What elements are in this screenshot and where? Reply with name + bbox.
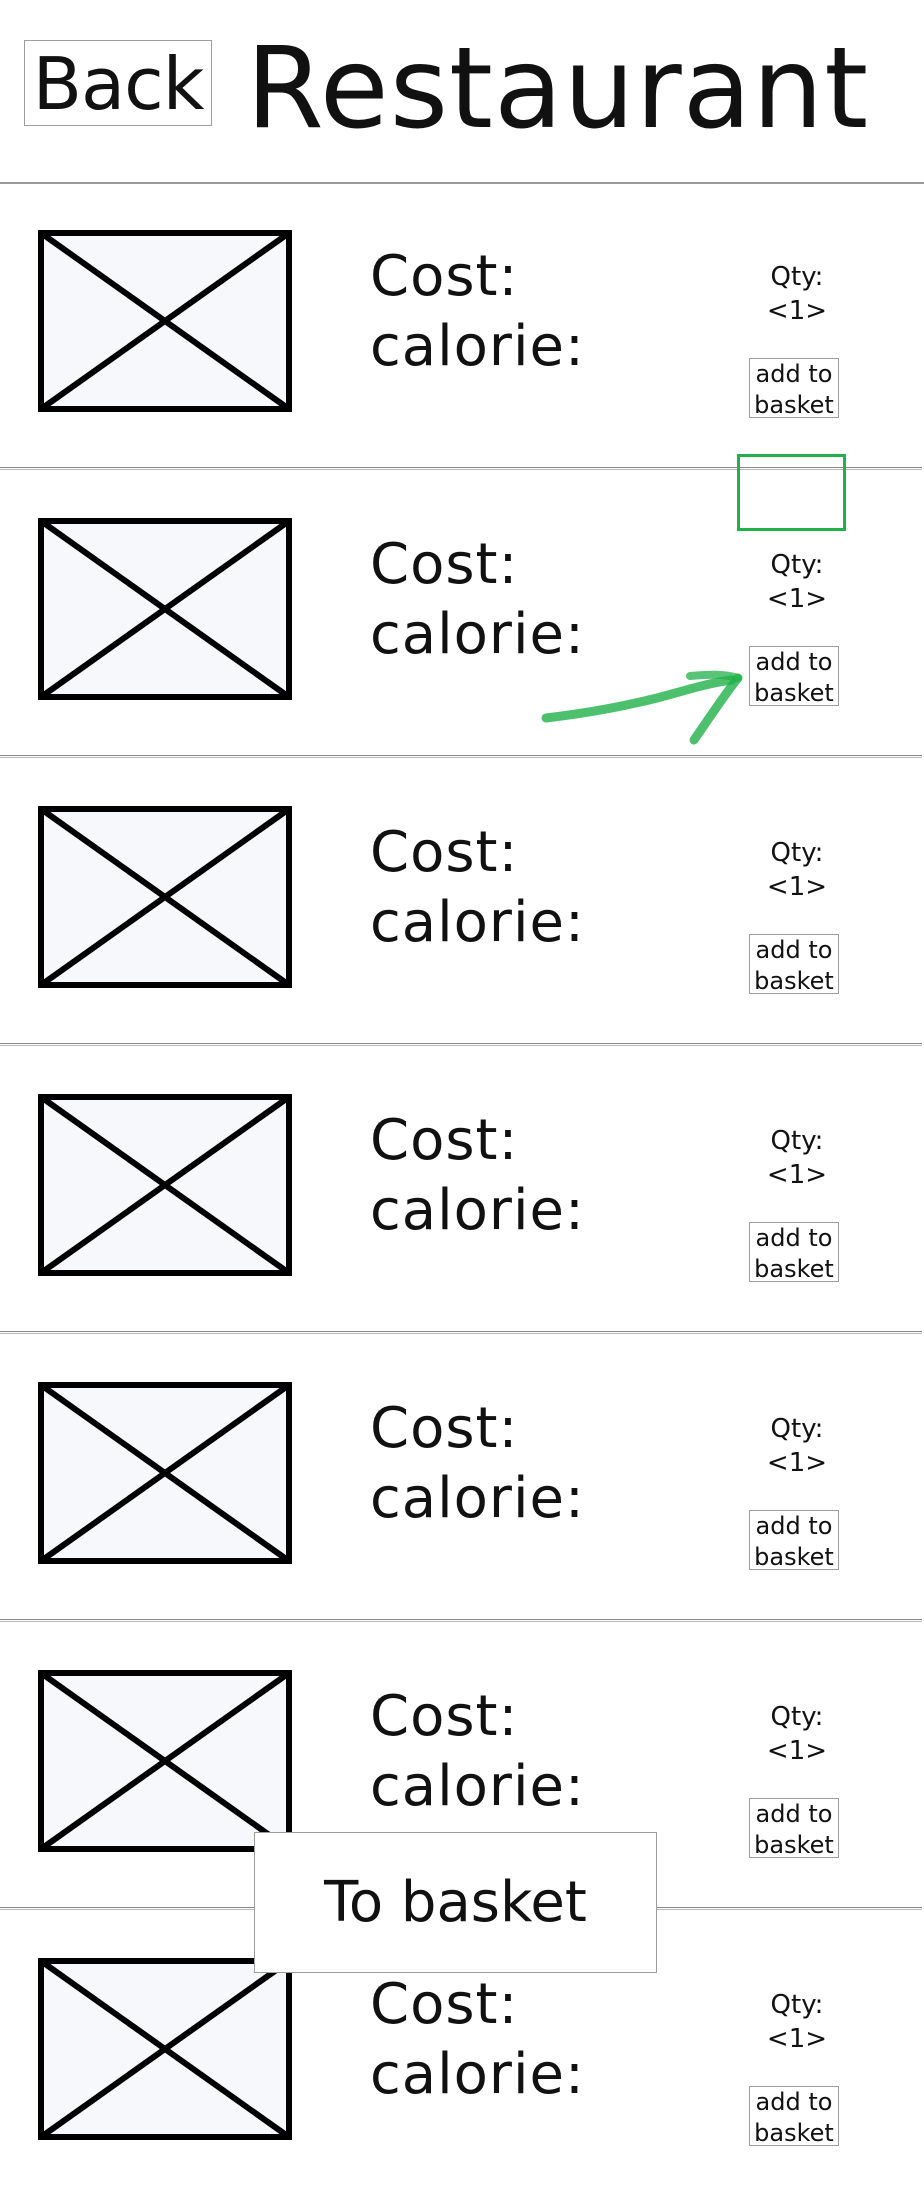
calorie-label: calorie: [370,602,585,667]
qty-increment-button[interactable]: > [805,1448,828,1478]
add-to-basket-button[interactable]: add to basket [749,1510,839,1571]
cost-label: Cost: [370,1396,519,1461]
cost-label: Cost: [370,1108,519,1173]
add-button-label-line2: basket [754,1543,834,1571]
qty-increment-button[interactable]: > [805,1160,828,1190]
quantity-stepper: <1> [760,1158,834,1192]
qty-increment-button[interactable]: > [805,872,828,902]
quantity-stepper: <1> [760,870,834,904]
qty-label: Qty: [770,1990,824,2020]
quantity-stepper: <1> [760,2022,834,2056]
menu-item: Cost: calorie: Qty: <1> add to basket [0,470,924,758]
add-button-label-line1: add to [755,1800,833,1828]
item-divider [0,755,922,758]
add-button-label-line2: basket [754,1831,834,1859]
qty-decrement-button[interactable]: < [766,2024,789,2054]
item-divider [0,467,922,470]
image-placeholder-svg [38,1958,292,2140]
qty-value: 1 [788,2024,806,2054]
add-to-basket-button[interactable]: add to basket [749,1798,839,1859]
image-placeholder-svg [38,518,292,700]
menu-item: Cost: calorie: Qty: <1> add to basket [0,1334,924,1622]
add-button-label-line1: add to [755,1224,833,1252]
add-to-basket-button[interactable]: add to basket [749,934,839,995]
cost-label: Cost: [370,1972,519,2037]
calorie-label: calorie: [370,2042,585,2107]
image-placeholder-svg [38,806,292,988]
calorie-label: calorie: [370,1754,585,1819]
qty-value: 1 [788,872,806,902]
qty-decrement-button[interactable]: < [766,1448,789,1478]
qty-value: 1 [788,296,806,326]
qty-increment-button[interactable]: > [805,584,828,614]
add-button-label-line2: basket [754,2119,834,2147]
add-to-basket-button[interactable]: add to basket [749,646,839,707]
item-divider [0,1043,922,1046]
qty-label: Qty: [770,262,824,292]
qty-label: Qty: [770,1702,824,1732]
add-button-label-line1: add to [755,360,833,388]
calorie-label: calorie: [370,1178,585,1243]
cost-label: Cost: [370,532,519,597]
quantity-stepper: <1> [760,582,834,616]
add-button-label-line2: basket [754,679,834,707]
add-button-label-line2: basket [754,967,834,995]
image-placeholder-svg [38,1670,292,1852]
menu-item: Cost: calorie: Qty: <1> add to basket [0,758,924,1046]
to-basket-button[interactable]: To basket [254,1832,657,1973]
calorie-label: calorie: [370,890,585,955]
image-placeholder-icon [38,1382,292,1564]
add-button-label-line1: add to [755,936,833,964]
add-button-label-line1: add to [755,1512,833,1540]
menu-item: Cost: calorie: Qty: <1> add to basket [0,1046,924,1334]
add-button-label-line1: add to [755,2088,833,2116]
image-placeholder-icon [38,1958,292,2140]
item-divider [0,1619,922,1622]
calorie-label: calorie: [370,1466,585,1531]
qty-value: 1 [788,584,806,614]
image-placeholder-icon [38,806,292,988]
cost-label: Cost: [370,820,519,885]
qty-label: Qty: [770,1414,824,1444]
calorie-label: calorie: [370,314,585,379]
qty-label: Qty: [770,838,824,868]
qty-decrement-button[interactable]: < [766,584,789,614]
page-title: Restaurant [246,24,870,154]
app-header: Back Restaurant [0,0,924,184]
qty-value: 1 [788,1448,806,1478]
add-button-label-line1: add to [755,648,833,676]
qty-label: Qty: [770,550,824,580]
image-placeholder-icon [38,1094,292,1276]
add-to-basket-button[interactable]: add to basket [749,358,839,419]
add-to-basket-button[interactable]: add to basket [749,1222,839,1283]
add-button-label-line2: basket [754,1255,834,1283]
image-placeholder-svg [38,1094,292,1276]
back-button[interactable]: Back [24,40,212,126]
qty-decrement-button[interactable]: < [766,296,789,326]
qty-label: Qty: [770,1126,824,1156]
menu-item: Cost: calorie: Qty: <1> add to basket [0,182,924,470]
image-placeholder-icon [38,1670,292,1852]
qty-increment-button[interactable]: > [805,296,828,326]
image-placeholder-svg [38,1382,292,1564]
quantity-stepper: <1> [760,1734,834,1768]
qty-value: 1 [788,1736,806,1766]
quantity-stepper: <1> [760,1446,834,1480]
add-button-label-line2: basket [754,391,834,419]
cost-label: Cost: [370,244,519,309]
item-divider [0,1331,922,1334]
image-placeholder-icon [38,230,292,412]
image-placeholder-icon [38,518,292,700]
cost-label: Cost: [370,1684,519,1749]
add-to-basket-button[interactable]: add to basket [749,2086,839,2147]
qty-increment-button[interactable]: > [805,2024,828,2054]
qty-decrement-button[interactable]: < [766,872,789,902]
qty-decrement-button[interactable]: < [766,1160,789,1190]
qty-decrement-button[interactable]: < [766,1736,789,1766]
qty-value: 1 [788,1160,806,1190]
image-placeholder-svg [38,230,292,412]
quantity-stepper: <1> [760,294,834,328]
qty-increment-button[interactable]: > [805,1736,828,1766]
